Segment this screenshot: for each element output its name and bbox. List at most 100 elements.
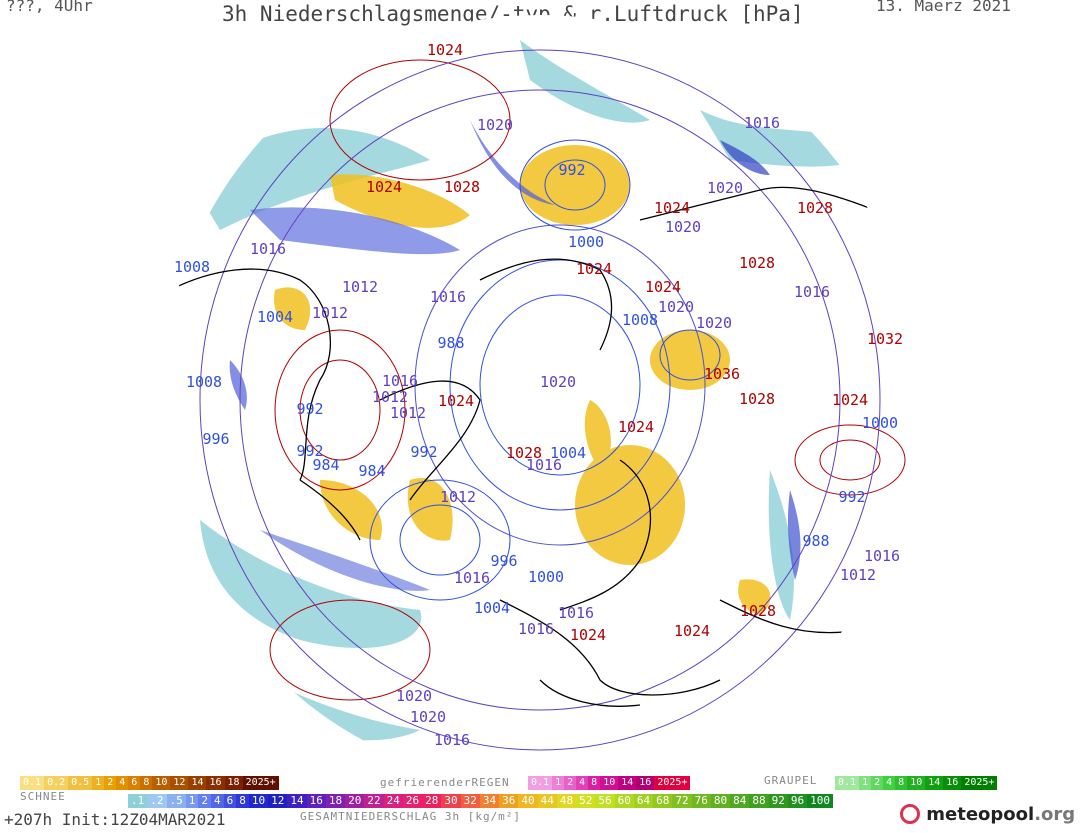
legend-swatch: 22 xyxy=(364,794,384,808)
legend-swatch: 2 xyxy=(198,794,211,808)
header-left: ???, 4Uhr xyxy=(6,0,93,15)
isobar-label: 984 xyxy=(358,462,385,480)
legend-swatch: 12 xyxy=(268,794,288,808)
isobar-label: 1028 xyxy=(444,178,480,196)
isobar-label: 1020 xyxy=(658,298,694,316)
hemisphere xyxy=(169,40,916,751)
isobar-label: 1020 xyxy=(665,218,701,236)
isobar-label: 1028 xyxy=(506,444,542,462)
legend-swatch: 10 xyxy=(907,776,926,790)
legend-swatch: 88 xyxy=(749,794,769,808)
legend-swatch: 16 xyxy=(206,776,225,790)
legend-swatch: 2025+ xyxy=(242,776,279,790)
isobar-label: 1016 xyxy=(518,620,554,638)
map-date: 13. Maerz 2021 xyxy=(876,0,1011,15)
isobar-label: 1024 xyxy=(427,41,463,59)
legend-swatch: 100 xyxy=(807,794,833,808)
legend-graupel-label: GRAUPEL xyxy=(764,774,818,787)
isobar-label: 1016 xyxy=(250,240,286,258)
legend-swatch: 1 xyxy=(859,776,872,790)
legend-swatch: 20 xyxy=(345,794,365,808)
legend-swatch: 14 xyxy=(188,776,207,790)
legend-swatch: 8 xyxy=(895,776,908,790)
legend-swatch: 16 xyxy=(306,794,326,808)
legend-total-label: GESAMTNIEDERSCHLAG 3h [kg/m²] xyxy=(300,810,522,823)
legend-swatch: 1 xyxy=(92,776,105,790)
legend-swatch: 52 xyxy=(576,794,596,808)
legend-swatch: 16 xyxy=(943,776,962,790)
isobar-label: 1016 xyxy=(454,569,490,587)
legend-swatch: 0.1 xyxy=(20,776,45,790)
isobar-label: 1020 xyxy=(396,687,432,705)
isobar-label: 992 xyxy=(838,488,865,506)
isobar-label: 1020 xyxy=(707,179,743,197)
legend-swatch: 6 xyxy=(128,776,141,790)
isobar-label: 1024 xyxy=(366,178,402,196)
legend-swatch: 6 xyxy=(223,794,237,808)
legend-swatch: 26 xyxy=(402,794,423,808)
legend-graupel: 0.1 1 2 4 8 10 14 16 2025+ xyxy=(835,776,998,790)
legend-swatch: 2 xyxy=(564,776,577,790)
legend-total: .1.2.5 1 2 4 6 8 10 12 14 16 18 20 22 24 26 28 30 32 34 36 4… xyxy=(128,794,833,808)
isobar-label: 988 xyxy=(802,532,829,550)
legend-regen: 0.1 1 2 4 8 10 14 16 2025+ xyxy=(528,776,691,790)
legend-swatch: 10 xyxy=(248,794,269,808)
legend-swatch: .1 xyxy=(128,794,148,808)
isobar-label: 1004 xyxy=(257,308,293,326)
legend-swatch: 8 xyxy=(236,794,249,808)
legend-swatch: 0.1 xyxy=(528,776,553,790)
isobar-label: 1028 xyxy=(797,199,833,217)
isobar-label: 1016 xyxy=(434,731,470,749)
isobar-label: 1004 xyxy=(474,599,510,617)
isobar-label: 1004 xyxy=(550,444,586,462)
isobar-label: 996 xyxy=(490,552,517,570)
legend-swatch: 0.1 xyxy=(835,776,860,790)
isobar-label: 1012 xyxy=(312,304,348,322)
brand-suffix: .org xyxy=(1034,804,1076,825)
legend-swatch: 28 xyxy=(422,794,442,808)
isobar-label: 1016 xyxy=(558,604,594,622)
legend-swatch: 40 xyxy=(518,794,538,808)
isobar-label: 1016 xyxy=(864,547,900,565)
isobar-label: 992 xyxy=(410,443,437,461)
legend-swatch: 14 xyxy=(925,776,944,790)
legend-swatch: 96 xyxy=(787,794,808,808)
legend-swatch: 36 xyxy=(499,794,519,808)
isobar-label: 1012 xyxy=(390,404,426,422)
legend-swatch: 1 xyxy=(185,794,199,808)
isobar-label: 1016 xyxy=(526,456,562,474)
isobar-label: 1016 xyxy=(794,283,830,301)
isobar-label: 1012 xyxy=(342,278,378,296)
isobars xyxy=(199,49,906,751)
isobar-label: 1024 xyxy=(576,260,612,278)
heavy-precip xyxy=(229,120,801,591)
isobar-label: 1008 xyxy=(186,373,222,391)
isobar-label: 1012 xyxy=(440,488,476,506)
legend-swatch: 4 xyxy=(116,776,129,790)
isobar-label: 1028 xyxy=(739,390,775,408)
legend-swatch: 4 xyxy=(211,794,224,808)
legend-swatch: 2 xyxy=(104,776,117,790)
isobar-label: 1012 xyxy=(840,566,876,584)
legend-swatch: 34 xyxy=(479,794,500,808)
isobar-label: 1016 xyxy=(430,288,466,306)
isobar-label: 988 xyxy=(437,334,464,352)
legend-swatch: 92 xyxy=(768,794,788,808)
run-info: +207h Init:12Z04MAR2021 xyxy=(4,810,226,829)
legend-swatch: 14 xyxy=(287,794,307,808)
isobar-label: 1024 xyxy=(570,626,606,644)
isobar-label: 996 xyxy=(202,430,229,448)
legend-swatch: 12 xyxy=(170,776,189,790)
legend-swatch: 1 xyxy=(552,776,565,790)
isobar-label: 1008 xyxy=(174,258,210,276)
brand-icon xyxy=(900,804,920,824)
isobar-label: 1020 xyxy=(410,708,446,726)
legend-swatch: 76 xyxy=(691,794,711,808)
isobar-label: 1028 xyxy=(740,602,776,620)
legend-swatch: 0.2 xyxy=(44,776,69,790)
legend-swatch: 60 xyxy=(614,794,634,808)
isobar-label: 984 xyxy=(312,456,339,474)
legend-swatch: 18 xyxy=(224,776,243,790)
